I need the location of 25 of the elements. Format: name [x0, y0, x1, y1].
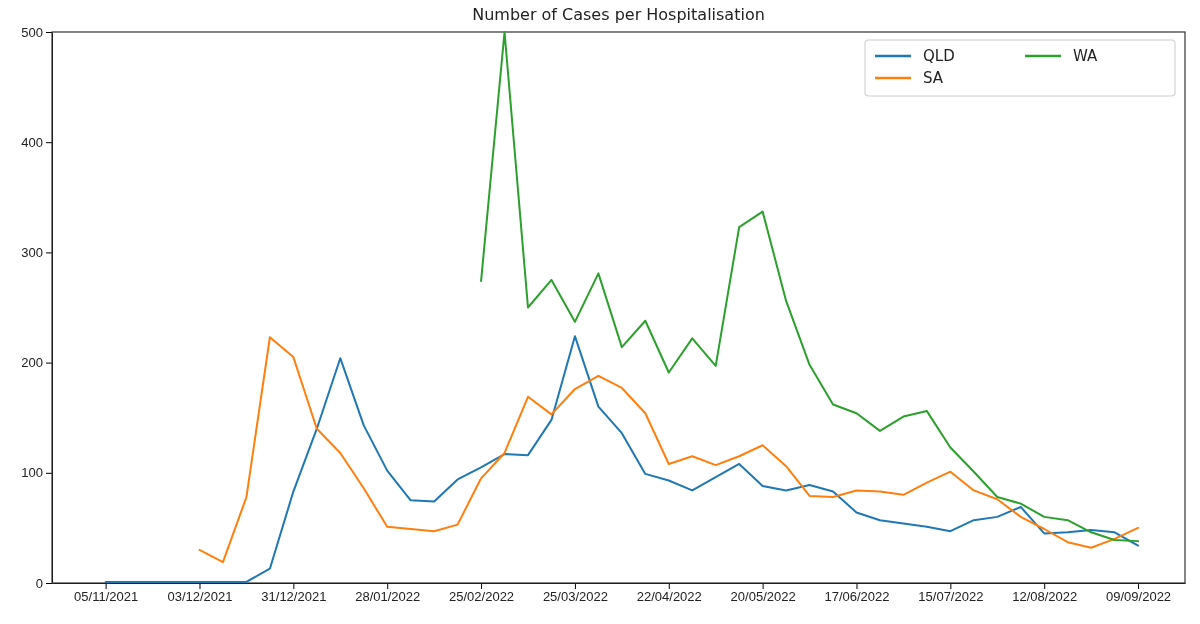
x-tick-label: 17/06/2022	[824, 589, 890, 605]
x-tick-label: 22/04/2022	[636, 589, 702, 605]
y-tick-label: 400	[21, 134, 43, 150]
x-tick-label: 05/11/2021	[74, 589, 139, 605]
x-tick-label: 20/05/2022	[730, 589, 796, 605]
x-tick-label: 15/07/2022	[918, 589, 984, 605]
x-tick-label: 28/01/2022	[355, 589, 421, 605]
line-series	[104, 335, 1140, 583]
line-series	[198, 336, 1140, 564]
x-tick-label: 25/03/2022	[542, 589, 608, 605]
y-tick-label: 100	[21, 465, 43, 481]
x-tick-label: 03/12/2021	[167, 589, 233, 605]
y-tick-label: 500	[21, 24, 43, 40]
x-tick-label: 12/08/2022	[1012, 589, 1078, 605]
line-series	[480, 31, 1140, 543]
legend-label: WA	[1073, 47, 1099, 65]
legend-label: SA	[923, 69, 944, 87]
chart-title: Number of Cases per Hospitalisation	[472, 5, 765, 24]
x-tick-label: 09/09/2022	[1106, 589, 1172, 605]
x-tick-label: 31/12/2021	[261, 589, 327, 605]
x-tick-label: 25/02/2022	[449, 589, 515, 605]
y-tick-label: 0	[35, 575, 43, 591]
legend-label: QLD	[923, 47, 955, 65]
y-tick-label: 200	[21, 355, 43, 371]
y-tick-label: 300	[21, 245, 43, 261]
